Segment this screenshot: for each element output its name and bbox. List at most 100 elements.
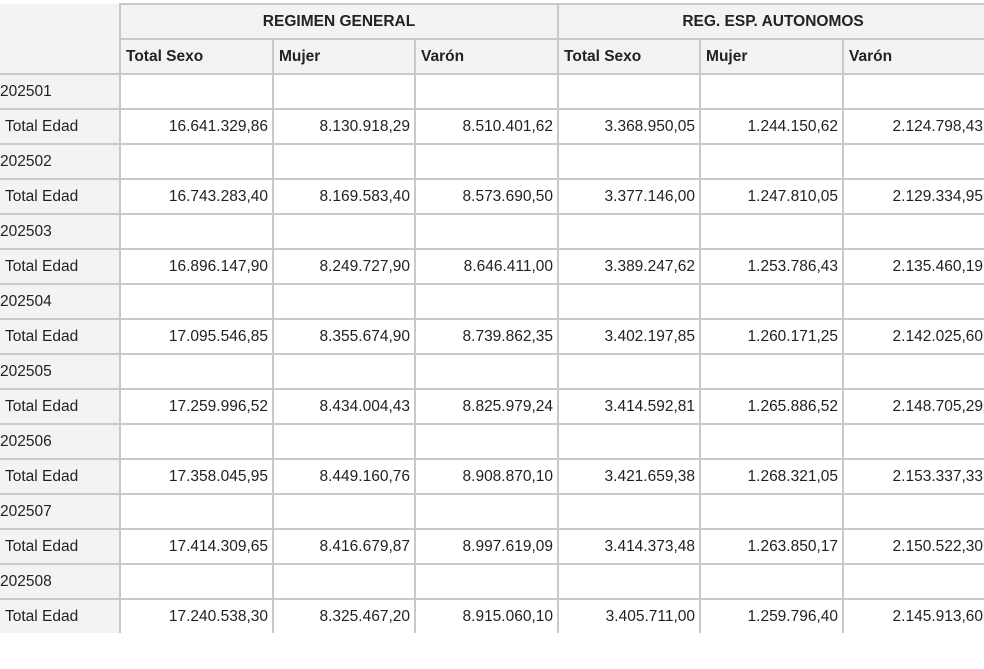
empty-cell (699, 353, 845, 390)
value-cell: 3.377.146,00 (557, 178, 702, 215)
age-label[interactable]: Total Edad (0, 598, 121, 633)
empty-cell (557, 353, 702, 390)
empty-cell (699, 213, 845, 250)
period-row: 202503 (0, 213, 984, 250)
value-cell: 16.896.147,90 (119, 248, 274, 285)
empty-cell (272, 563, 416, 600)
data-table: REGIMEN GENERAL REG. ESP. AUTONOMOS Tota… (0, 3, 984, 633)
empty-cell (557, 493, 702, 530)
value-cell: 8.249.727,90 (272, 248, 416, 285)
empty-cell (413, 143, 560, 180)
period-label[interactable]: 202507 (0, 493, 121, 530)
group-header-row: REGIMEN GENERAL REG. ESP. AUTONOMOS (0, 3, 984, 75)
empty-cell (272, 283, 416, 320)
empty-cell (557, 283, 702, 320)
empty-cell (272, 423, 416, 460)
empty-cell (557, 213, 702, 250)
period-label[interactable]: 202501 (0, 73, 121, 110)
value-cell: 8.997.619,09 (413, 528, 560, 565)
group-header-reg-esp-autonomos[interactable]: REG. ESP. AUTONOMOS (557, 3, 984, 40)
subheader-ea-mujer[interactable]: Mujer (699, 38, 845, 75)
table-row: Total Edad 17.414.309,65 8.416.679,87 8.997… (0, 528, 984, 565)
value-cell: 8.355.674,90 (272, 318, 416, 355)
value-cell: 1.260.171,25 (699, 318, 845, 355)
empty-cell (272, 143, 416, 180)
empty-cell (557, 563, 702, 600)
value-cell: 2.142.025,60 (842, 318, 984, 355)
value-cell: 3.414.592,81 (557, 388, 702, 425)
period-label[interactable]: 202506 (0, 423, 121, 460)
empty-cell (119, 213, 274, 250)
table-row: Total Edad 17.095.546,85 8.355.674,90 8.739… (0, 318, 984, 355)
value-cell: 8.573.690,50 (413, 178, 560, 215)
value-cell: 1.253.786,43 (699, 248, 845, 285)
table-header: REGIMEN GENERAL REG. ESP. AUTONOMOS Tota… (0, 3, 984, 75)
empty-cell (699, 73, 845, 110)
value-cell: 8.325.467,20 (272, 598, 416, 633)
period-label[interactable]: 202502 (0, 143, 121, 180)
value-cell: 3.389.247,62 (557, 248, 702, 285)
value-cell: 8.416.679,87 (272, 528, 416, 565)
age-label[interactable]: Total Edad (0, 248, 121, 285)
table-row: Total Edad 17.259.996,52 8.434.004,43 8.825… (0, 388, 984, 425)
empty-cell (699, 143, 845, 180)
age-label[interactable]: Total Edad (0, 178, 121, 215)
empty-cell (119, 73, 274, 110)
period-label[interactable]: 202503 (0, 213, 121, 250)
value-cell: 3.405.711,00 (557, 598, 702, 633)
group-header-regimen-general[interactable]: REGIMEN GENERAL (118, 3, 560, 40)
empty-cell (699, 423, 845, 460)
value-cell: 3.402.197,85 (557, 318, 702, 355)
value-cell: 1.244.150,62 (699, 108, 845, 145)
value-cell: 2.124.798,43 (842, 108, 984, 145)
value-cell: 2.145.913,60 (842, 598, 984, 633)
empty-cell (119, 563, 274, 600)
age-label[interactable]: Total Edad (0, 458, 121, 495)
period-label[interactable]: 202504 (0, 283, 121, 320)
empty-cell (557, 423, 702, 460)
subheader-ea-total-sexo[interactable]: Total Sexo (557, 38, 702, 75)
period-label[interactable]: 202505 (0, 353, 121, 390)
period-row: 202507 (0, 493, 984, 530)
empty-cell (413, 283, 560, 320)
value-cell: 8.908.870,10 (413, 458, 560, 495)
value-cell: 8.449.160,76 (272, 458, 416, 495)
period-label[interactable]: 202508 (0, 563, 121, 600)
age-label[interactable]: Total Edad (0, 108, 121, 145)
empty-cell (842, 563, 984, 600)
value-cell: 17.095.546,85 (119, 318, 274, 355)
corner-cell (0, 4, 121, 75)
value-cell: 3.414.373,48 (557, 528, 702, 565)
value-cell: 3.368.950,05 (557, 108, 702, 145)
period-row: 202502 (0, 143, 984, 180)
table-row: Total Edad 16.641.329,86 8.130.918,29 8.510… (0, 108, 984, 145)
empty-cell (413, 493, 560, 530)
empty-cell (842, 493, 984, 530)
period-row: 202505 (0, 353, 984, 390)
value-cell: 8.130.918,29 (272, 108, 416, 145)
value-cell: 17.259.996,52 (119, 388, 274, 425)
subheader-ea-varon[interactable]: Varón (842, 38, 984, 75)
value-cell: 3.421.659,38 (557, 458, 702, 495)
empty-cell (842, 143, 984, 180)
empty-cell (272, 73, 416, 110)
subheader-rg-varon[interactable]: Varón (413, 38, 560, 75)
value-cell: 1.259.796,40 (699, 598, 845, 633)
subheader-rg-total-sexo[interactable]: Total Sexo (119, 38, 274, 75)
table-row: Total Edad 16.896.147,90 8.249.727,90 8.646… (0, 248, 984, 285)
age-label[interactable]: Total Edad (0, 388, 121, 425)
empty-cell (699, 563, 845, 600)
age-label[interactable]: Total Edad (0, 528, 121, 565)
empty-cell (842, 73, 984, 110)
subheader-rg-mujer[interactable]: Mujer (272, 38, 416, 75)
period-row: 202506 (0, 423, 984, 460)
value-cell: 2.148.705,29 (842, 388, 984, 425)
value-cell: 8.434.004,43 (272, 388, 416, 425)
value-cell: 16.641.329,86 (119, 108, 274, 145)
period-row: 202501 (0, 73, 984, 110)
empty-cell (119, 143, 274, 180)
empty-cell (119, 353, 274, 390)
value-cell: 2.150.522,30 (842, 528, 984, 565)
age-label[interactable]: Total Edad (0, 318, 121, 355)
empty-cell (413, 213, 560, 250)
